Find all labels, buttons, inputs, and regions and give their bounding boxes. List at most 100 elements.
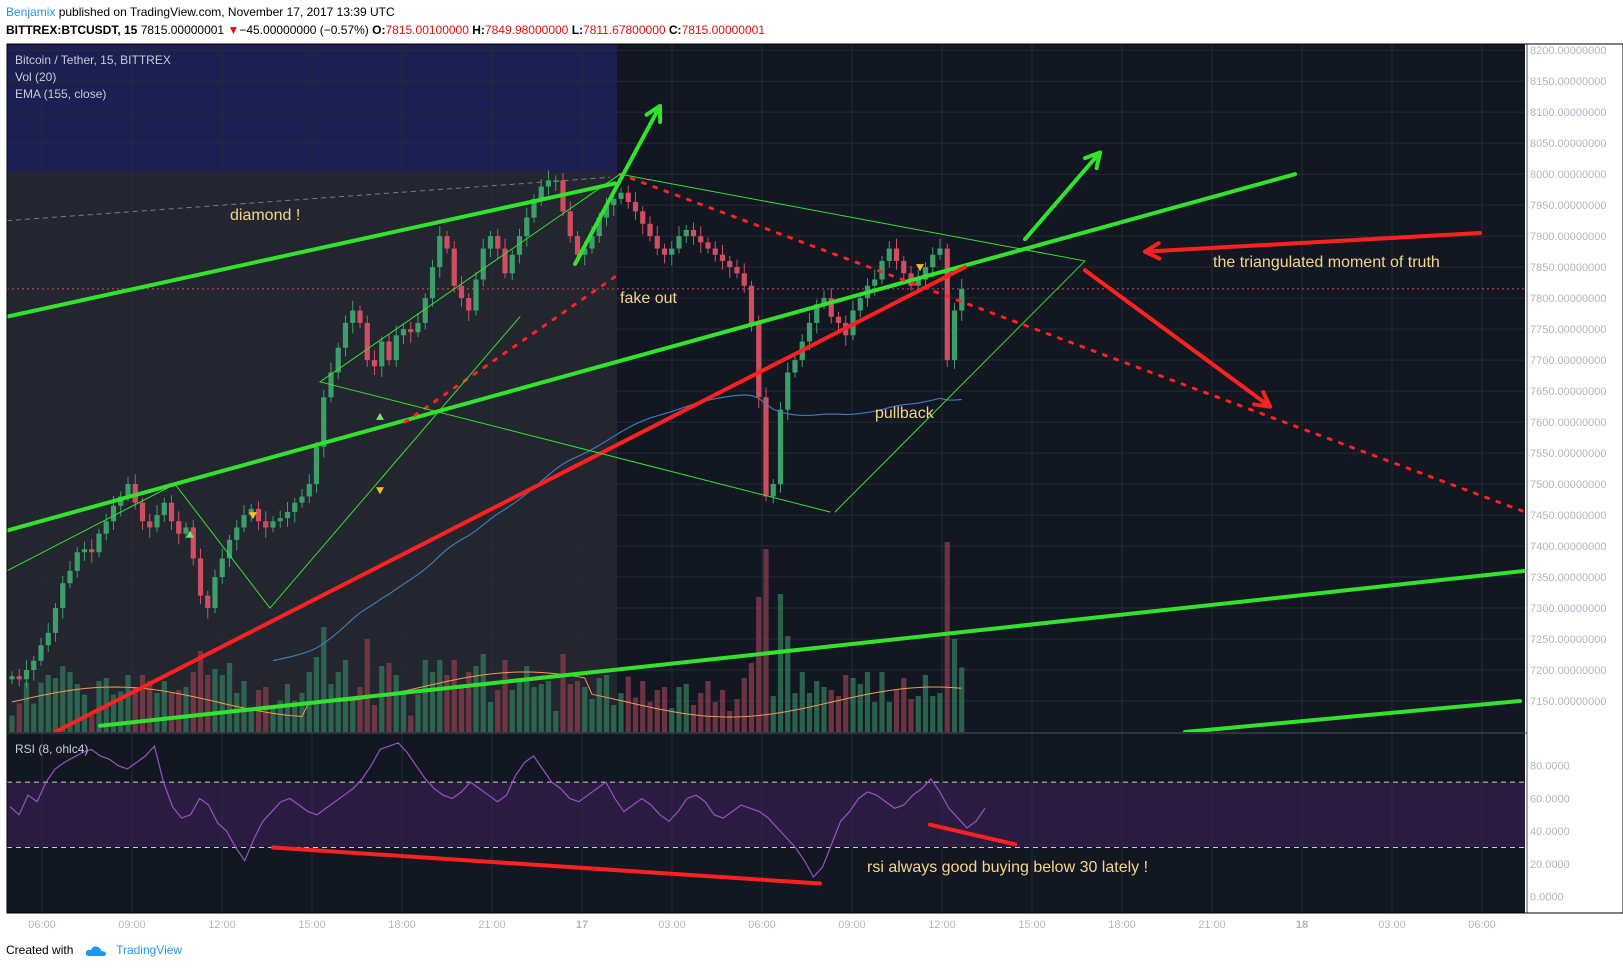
volume-bar	[727, 711, 733, 732]
candle-body	[937, 248, 943, 255]
candle-body	[748, 285, 755, 323]
candle-body	[9, 676, 15, 680]
candle-body	[183, 527, 189, 534]
volume-bar	[582, 687, 588, 732]
volume-bar	[342, 660, 349, 732]
candle-body	[857, 298, 863, 311]
candle-body	[611, 198, 617, 206]
low-label: L:	[571, 23, 584, 37]
volume-bar	[676, 687, 682, 732]
rsi-tick-label: 20.0000	[1530, 859, 1570, 871]
legend-ema: EMA (155, close)	[15, 87, 106, 101]
candle-body	[915, 279, 921, 286]
candle-body	[234, 527, 240, 540]
ema-line	[272, 394, 962, 662]
down-arrow-icon: ▼	[227, 23, 240, 37]
volume-bar	[792, 693, 798, 732]
candle-body	[712, 248, 718, 255]
volume-bar	[756, 597, 762, 732]
candle-body	[661, 248, 668, 255]
volume-bar	[299, 693, 305, 732]
candle-body	[647, 223, 653, 237]
volume-bar	[422, 660, 428, 732]
legend-title: Bitcoin / Tether, 15, BITTREX	[15, 53, 171, 67]
candle-body	[255, 508, 262, 522]
candle-body	[770, 484, 776, 497]
price-tick-label: 7850.00000000	[1530, 262, 1606, 274]
volume-bar	[96, 681, 102, 732]
price-chart[interactable]: 8200.00000000 8150.00000000 8100.00000000 8…	[0, 0, 1623, 940]
candle-body	[821, 298, 827, 305]
candle-body	[299, 496, 305, 503]
volume-bar	[364, 639, 370, 732]
rsi-line	[9, 742, 986, 879]
green-arrow-up-icon	[1083, 150, 1102, 171]
green-support-line	[98, 568, 1525, 728]
candle-body	[212, 577, 218, 609]
volume-bar	[379, 666, 385, 732]
volume-bar	[893, 690, 900, 732]
candle-body	[828, 298, 834, 317]
candle-body	[313, 446, 320, 485]
candle-body	[176, 521, 182, 534]
volume-bar	[132, 687, 138, 732]
drawings	[7, 103, 1525, 732]
annotation-fake-out: fake out	[620, 290, 677, 307]
dashed-resistance-line	[6, 176, 611, 222]
candle-body	[763, 397, 769, 497]
candle-body	[74, 552, 80, 571]
time-tick-label: 09:00	[118, 919, 146, 931]
symbol-label: BITTREX:BTCUSDT, 15	[6, 23, 138, 37]
green-channel-upper	[7, 181, 617, 319]
red-arrow-left-icon	[1143, 241, 1162, 261]
time-tick-label: 03:00	[658, 919, 686, 931]
candle-body	[654, 236, 660, 249]
sell-signal-icon	[376, 487, 384, 495]
candle-body	[516, 236, 523, 255]
candle-body	[574, 236, 581, 255]
volume-bar	[828, 690, 834, 732]
price-tick-label: 7750.00000000	[1530, 324, 1606, 336]
volume-bar	[270, 708, 276, 732]
tradingview-link[interactable]: TradingView	[116, 943, 183, 957]
volume-bar	[415, 694, 421, 732]
volume-bar	[857, 684, 863, 732]
volume-bar	[654, 690, 660, 732]
volume-bar	[937, 693, 943, 732]
volume-bar	[458, 684, 465, 732]
grid	[6, 44, 1525, 913]
volume-bar	[284, 684, 291, 732]
volume-bar	[9, 715, 15, 732]
red-arrow-shaft	[1143, 231, 1482, 254]
candle-body	[379, 341, 385, 367]
candle-body	[38, 645, 44, 661]
annotation-pullback: pullback	[875, 405, 935, 422]
candle-body	[893, 248, 900, 261]
volume-bar	[640, 681, 646, 732]
candle-body	[110, 505, 117, 522]
volume-bar	[110, 694, 117, 732]
candle-body	[683, 229, 689, 237]
candle-body	[785, 372, 791, 410]
volume-bar	[67, 672, 73, 732]
thin-green-line	[7, 483, 176, 572]
price-tick-label: 8000.00000000	[1530, 169, 1606, 181]
price-tick-label: 7600.00000000	[1530, 417, 1606, 429]
volume-bar	[502, 660, 508, 732]
candle-body	[596, 217, 602, 237]
candle-body	[705, 242, 711, 249]
volume-bar	[466, 672, 472, 732]
volume-bar	[959, 667, 965, 732]
volume-bar	[596, 678, 602, 732]
volume-bar	[821, 687, 827, 732]
candle-body	[248, 508, 254, 516]
volume-bar	[734, 699, 740, 732]
price-tick-label: 8150.00000000	[1530, 76, 1606, 88]
candle-body	[676, 236, 682, 249]
author-link[interactable]: Benjamix	[6, 5, 56, 19]
thin-green-line	[269, 316, 521, 609]
candle-body	[429, 267, 436, 299]
candle-body	[263, 521, 269, 528]
high-value: 7849.98000000	[484, 23, 569, 37]
volume-bar	[437, 660, 443, 732]
